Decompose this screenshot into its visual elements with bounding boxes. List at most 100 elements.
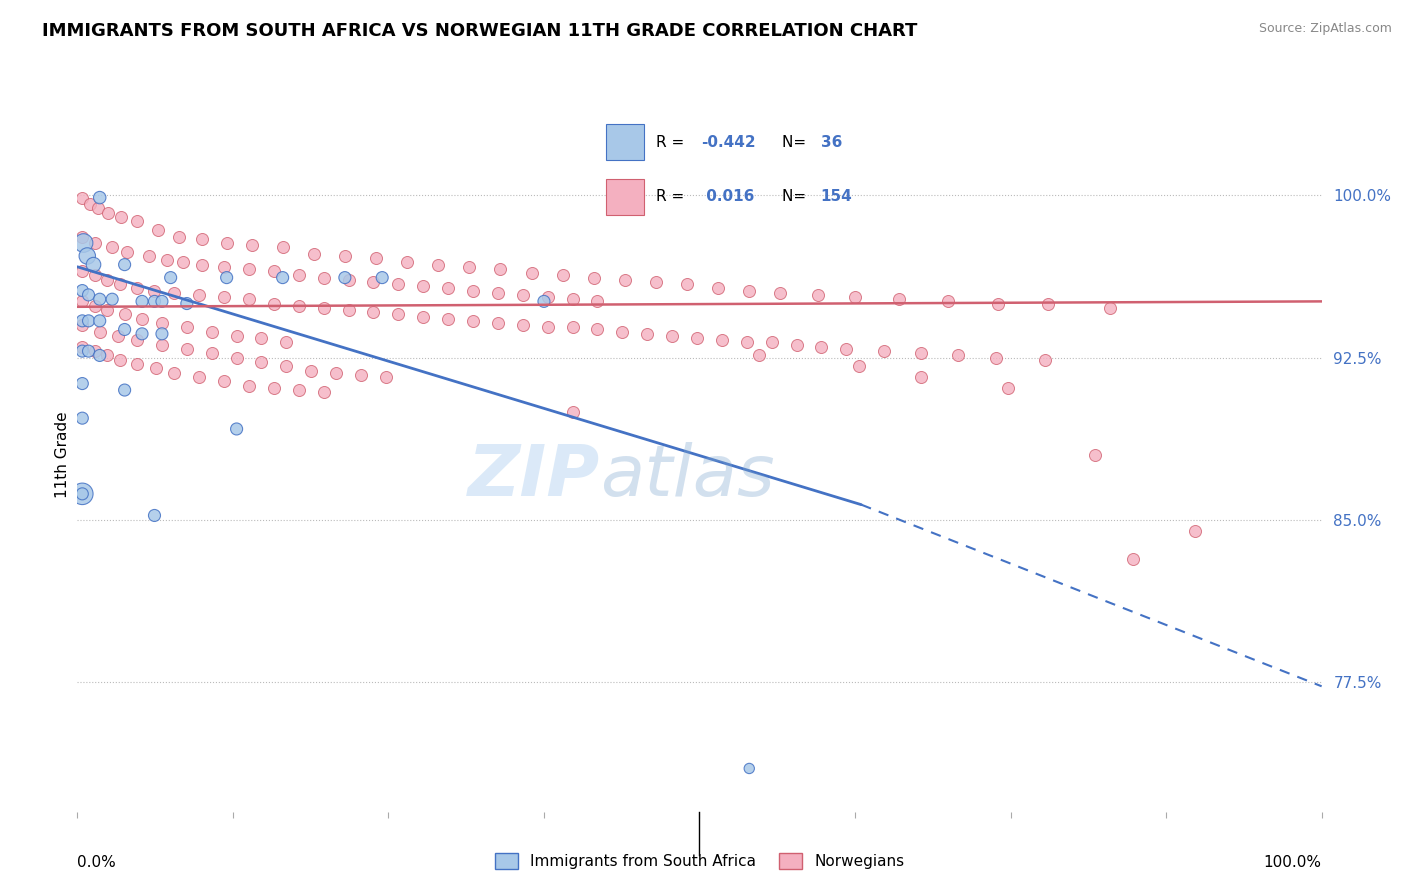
Point xyxy=(250,331,273,345)
Point xyxy=(561,320,583,334)
Point xyxy=(374,370,396,384)
Point xyxy=(489,262,512,277)
Point xyxy=(1184,524,1206,538)
Point xyxy=(537,320,560,334)
Point xyxy=(72,191,94,205)
Point xyxy=(586,294,609,309)
Point xyxy=(948,348,970,362)
Point xyxy=(72,229,94,244)
Point xyxy=(371,270,394,285)
Point xyxy=(337,303,360,318)
Point xyxy=(458,260,481,274)
Point xyxy=(288,299,311,313)
Point xyxy=(201,346,224,360)
Text: ZIP: ZIP xyxy=(468,442,600,511)
Point xyxy=(97,205,120,219)
Point xyxy=(271,270,294,285)
Point xyxy=(250,355,273,369)
Point xyxy=(276,335,298,350)
Point xyxy=(72,264,94,278)
Point xyxy=(143,508,166,523)
Point xyxy=(125,214,148,228)
Point xyxy=(844,290,866,304)
Point xyxy=(114,383,136,397)
Point xyxy=(738,284,761,298)
Point xyxy=(333,249,356,263)
Point xyxy=(486,316,509,330)
Point xyxy=(396,255,419,269)
Text: IMMIGRANTS FROM SOUTH AFRICA VS NORWEGIAN 11TH GRADE CORRELATION CHART: IMMIGRANTS FROM SOUTH AFRICA VS NORWEGIA… xyxy=(42,22,918,40)
Point xyxy=(427,258,450,272)
Point xyxy=(612,325,634,339)
Point xyxy=(89,314,111,328)
Point xyxy=(807,288,830,302)
Point xyxy=(240,238,263,252)
Point xyxy=(302,247,325,261)
Bar xyxy=(606,178,644,215)
Point xyxy=(288,383,311,397)
Point xyxy=(299,363,322,377)
Point xyxy=(72,318,94,333)
Point xyxy=(72,487,94,501)
Text: R =: R = xyxy=(657,189,689,204)
Y-axis label: 11th Grade: 11th Grade xyxy=(55,411,70,499)
Point xyxy=(271,240,294,254)
Point xyxy=(238,378,260,392)
Point xyxy=(114,322,136,336)
Point xyxy=(735,335,758,350)
Point xyxy=(512,318,534,333)
Point xyxy=(72,411,94,425)
Point xyxy=(77,288,100,302)
Point xyxy=(212,290,235,304)
Point xyxy=(176,342,198,356)
Bar xyxy=(606,124,644,161)
Point xyxy=(676,277,699,291)
Point xyxy=(169,229,191,244)
Point xyxy=(76,249,98,263)
Point xyxy=(645,275,668,289)
Point xyxy=(312,301,335,315)
Text: 154: 154 xyxy=(821,189,852,204)
Point xyxy=(325,366,347,380)
Point xyxy=(350,368,373,382)
Point xyxy=(661,329,683,343)
Point xyxy=(83,268,105,283)
Point xyxy=(872,344,894,359)
Point xyxy=(748,348,770,362)
Point xyxy=(312,270,335,285)
Point xyxy=(108,277,131,291)
Point xyxy=(786,337,808,351)
Point xyxy=(710,334,733,348)
Point xyxy=(997,381,1019,395)
Point xyxy=(1099,301,1122,315)
Point xyxy=(110,210,132,224)
Point xyxy=(848,359,870,374)
Point xyxy=(987,296,1010,310)
Point xyxy=(263,264,285,278)
Point xyxy=(79,197,101,211)
Point xyxy=(176,296,198,310)
Point xyxy=(115,244,138,259)
Point xyxy=(810,340,832,354)
Point xyxy=(387,307,409,321)
Point xyxy=(159,270,181,285)
Point xyxy=(188,288,211,302)
Point xyxy=(89,191,111,205)
Point xyxy=(191,258,214,272)
Point xyxy=(89,292,111,306)
Text: atlas: atlas xyxy=(600,442,775,511)
Point xyxy=(125,357,148,371)
Point xyxy=(551,268,574,283)
Point xyxy=(613,273,636,287)
Point xyxy=(145,361,167,376)
Point xyxy=(150,326,173,341)
Point xyxy=(83,235,105,250)
Point xyxy=(83,258,105,272)
Point xyxy=(96,348,118,362)
Point xyxy=(387,277,409,291)
Point xyxy=(150,294,173,309)
Text: 36: 36 xyxy=(821,135,842,150)
Point xyxy=(101,240,124,254)
Point xyxy=(486,285,509,300)
Point xyxy=(738,762,761,776)
